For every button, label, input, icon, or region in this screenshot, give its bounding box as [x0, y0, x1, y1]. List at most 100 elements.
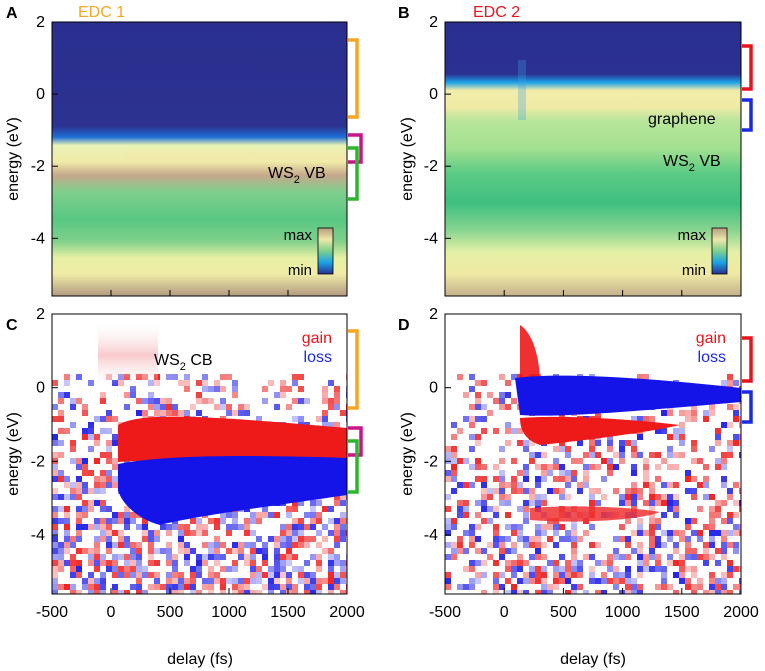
noise-pixel	[739, 488, 741, 494]
noise-pixel	[739, 434, 741, 440]
noise-pixel	[112, 416, 118, 422]
noise-pixel	[733, 542, 739, 548]
noise-pixel	[208, 572, 214, 578]
noise-pixel	[316, 578, 322, 584]
noise-pixel	[286, 386, 292, 392]
noise-pixel	[94, 560, 100, 566]
noise-pixel	[112, 434, 118, 440]
noise-pixel	[625, 518, 631, 524]
noise-pixel	[475, 440, 481, 446]
noise-pixel	[661, 584, 667, 590]
noise-pixel	[565, 530, 571, 536]
noise-pixel	[142, 410, 148, 416]
noise-pixel	[481, 404, 487, 410]
panel-d-ytick-label: -4	[424, 527, 438, 544]
noise-pixel	[100, 452, 106, 458]
noise-pixel	[643, 554, 649, 560]
noise-pixel	[208, 398, 214, 404]
noise-pixel	[589, 494, 595, 500]
noise-pixel	[517, 440, 523, 446]
noise-pixel	[76, 530, 82, 536]
noise-pixel	[292, 590, 298, 594]
noise-pixel	[250, 554, 256, 560]
noise-pixel	[649, 512, 655, 518]
noise-pixel	[274, 572, 280, 578]
noise-pixel	[715, 428, 721, 434]
noise-pixel	[607, 578, 613, 584]
noise-pixel	[709, 494, 715, 500]
noise-pixel	[136, 578, 142, 584]
noise-pixel	[655, 428, 661, 434]
noise-pixel	[124, 392, 130, 398]
noise-pixel	[595, 578, 601, 584]
noise-pixel	[535, 464, 541, 470]
noise-pixel	[334, 536, 340, 542]
noise-pixel	[328, 566, 334, 572]
noise-pixel	[475, 512, 481, 518]
noise-pixel	[661, 428, 667, 434]
noise-pixel	[220, 590, 226, 594]
noise-pixel	[589, 566, 595, 572]
noise-pixel	[244, 524, 250, 530]
noise-pixel	[541, 500, 547, 506]
noise-pixel	[70, 482, 76, 488]
noise-pixel	[727, 440, 733, 446]
noise-pixel	[124, 554, 130, 560]
noise-pixel	[190, 404, 196, 410]
noise-pixel	[322, 536, 328, 542]
noise-pixel	[631, 446, 637, 452]
noise-pixel	[475, 578, 481, 584]
noise-pixel	[178, 380, 184, 386]
noise-pixel	[607, 566, 613, 572]
noise-pixel	[715, 464, 721, 470]
noise-pixel	[166, 578, 172, 584]
noise-pixel	[178, 548, 184, 554]
noise-pixel	[52, 530, 58, 536]
noise-pixel	[583, 470, 589, 476]
panel-c-bracket-green	[348, 439, 359, 494]
noise-pixel	[559, 464, 565, 470]
noise-pixel	[124, 566, 130, 572]
panel-d-ytick-label: -2	[424, 453, 438, 470]
noise-pixel	[322, 548, 328, 554]
noise-pixel	[643, 464, 649, 470]
noise-pixel	[673, 464, 679, 470]
noise-pixel	[328, 560, 334, 566]
noise-pixel	[571, 548, 577, 554]
noise-pixel	[493, 560, 499, 566]
noise-pixel	[328, 518, 334, 524]
noise-pixel	[487, 488, 493, 494]
noise-pixel	[238, 584, 244, 590]
noise-pixel	[523, 440, 529, 446]
noise-pixel	[232, 512, 238, 518]
noise-pixel	[148, 536, 154, 542]
noise-pixel	[673, 512, 679, 518]
noise-pixel	[577, 482, 583, 488]
noise-pixel	[82, 584, 88, 590]
noise-pixel	[172, 374, 178, 380]
noise-pixel	[583, 452, 589, 458]
noise-pixel	[340, 566, 346, 572]
noise-pixel	[286, 590, 292, 594]
noise-pixel	[64, 494, 70, 500]
noise-pixel	[334, 554, 340, 560]
noise-pixel	[70, 584, 76, 590]
noise-pixel	[130, 392, 136, 398]
noise-pixel	[571, 458, 577, 464]
noise-pixel	[619, 440, 625, 446]
noise-pixel	[499, 548, 505, 554]
noise-pixel	[451, 470, 457, 476]
noise-pixel	[445, 506, 451, 512]
noise-pixel	[535, 500, 541, 506]
noise-pixel	[631, 500, 637, 506]
noise-pixel	[118, 536, 124, 542]
noise-pixel	[124, 518, 130, 524]
noise-pixel	[697, 482, 703, 488]
noise-pixel	[202, 578, 208, 584]
noise-pixel	[565, 452, 571, 458]
noise-pixel	[553, 464, 559, 470]
noise-pixel	[136, 572, 142, 578]
noise-pixel	[577, 440, 583, 446]
noise-pixel	[469, 560, 475, 566]
noise-pixel	[595, 464, 601, 470]
